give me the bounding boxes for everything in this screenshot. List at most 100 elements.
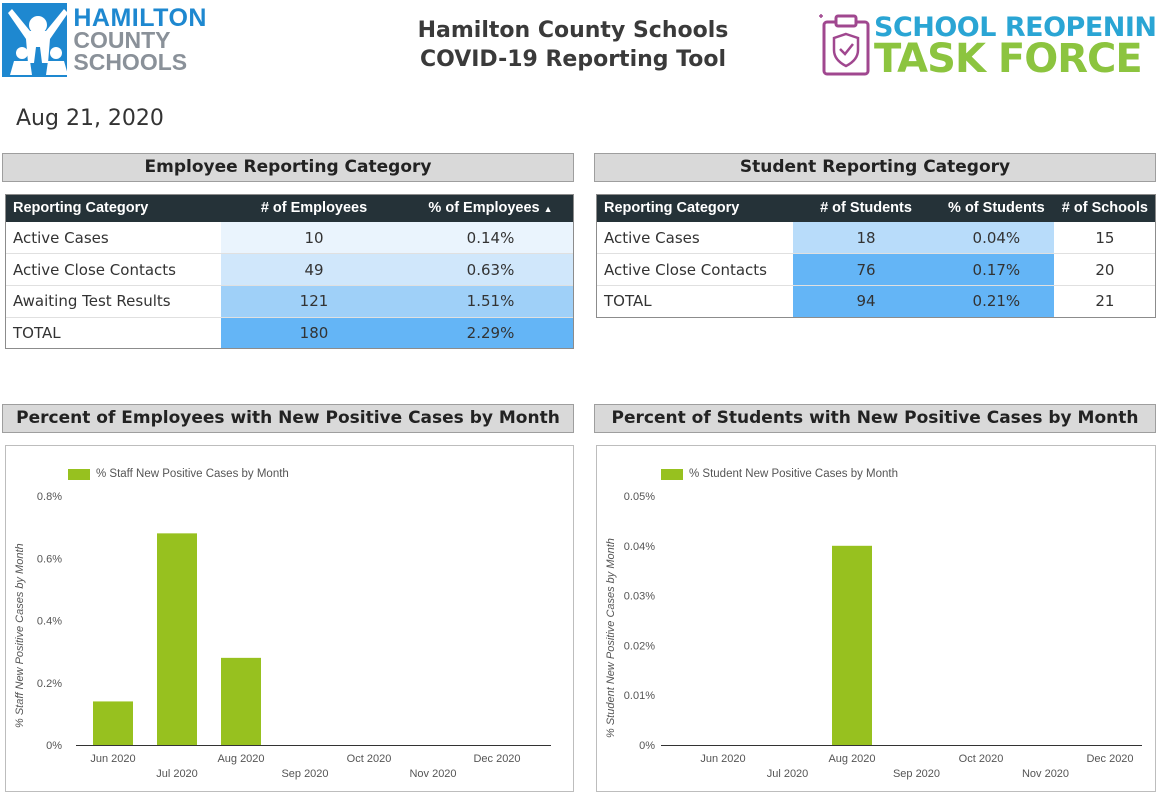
y-tick-label: 0.4%	[37, 616, 62, 628]
logo-line-county: COUNTY	[73, 27, 171, 54]
x-tick-label: Aug 2020	[217, 753, 264, 765]
task-force-logo-line2: TASK FORCE	[874, 36, 1143, 82]
x-tick-label: Nov 2020	[1022, 768, 1069, 780]
row-count: 94	[793, 285, 939, 318]
row-percent: 2.29%	[407, 317, 574, 350]
bar-aug-2020	[221, 657, 261, 745]
row-percent: 0.63%	[407, 253, 574, 286]
bar-jun-2020	[93, 701, 133, 745]
x-tick-label: Aug 2020	[828, 753, 875, 765]
y-tick-label: 0.04%	[624, 541, 655, 553]
column-header-category[interactable]: Reporting Category	[596, 194, 794, 222]
y-tick-label: 0.6%	[37, 553, 62, 565]
clipboard-shield-icon	[819, 14, 870, 76]
x-tick-label: Sep 2020	[893, 768, 940, 780]
row-category: Active Cases	[5, 222, 221, 255]
y-tick-label: 0.2%	[37, 678, 62, 690]
task-force-logo-line1: SCHOOL REOPENING	[874, 12, 1156, 43]
x-tick-label: Nov 2020	[409, 768, 456, 780]
page-title: Hamilton County Schools COVID-19 Reporti…	[380, 16, 766, 74]
y-tick-label: 0.05%	[624, 491, 655, 503]
employee-table-header-row: Reporting Category # of Employees % of E…	[5, 194, 574, 222]
column-header-percent-students[interactable]: % of Students	[938, 194, 1054, 222]
row-count: 180	[221, 317, 407, 350]
x-tick-label: Jul 2020	[156, 768, 198, 780]
x-tick-label: Oct 2020	[959, 753, 1004, 765]
student-table: Reporting Category # of Students % of St…	[596, 194, 1156, 318]
row-category: Active Close Contacts	[596, 253, 794, 286]
legend-label: % Staff New Positive Cases by Month	[96, 468, 289, 480]
row-percent: 0.21%	[938, 285, 1054, 318]
column-header-percent-employees[interactable]: % of Employees ▲	[407, 194, 574, 222]
logo-line-schools: SCHOOLS	[73, 48, 188, 75]
y-tick-label: 0.02%	[624, 640, 655, 652]
y-tick-label: 0.03%	[624, 591, 655, 603]
bar-aug-2020	[832, 545, 872, 745]
student-chart-legend: % Student New Positive Cases by Month	[661, 468, 898, 480]
table-row: Awaiting Test Results 121 1.51%	[5, 285, 574, 318]
row-count: 18	[793, 222, 939, 255]
table-row: TOTAL 94 0.21% 21	[596, 285, 1156, 318]
employee-chart: % Staff New Positive Cases by Month % St…	[5, 445, 574, 792]
row-schools: 21	[1053, 285, 1156, 318]
table-row: Active Close Contacts 76 0.17% 20	[596, 253, 1156, 286]
page-title-line1: Hamilton County Schools	[417, 18, 729, 43]
row-count: 76	[793, 253, 939, 286]
student-chart-plot: 0% 0.01% 0.02% 0.03% 0.04% 0.05% Jun 2020 Jul 2…	[624, 491, 1142, 780]
row-percent: 0.14%	[407, 222, 574, 255]
employee-section-title: Employee Reporting Category	[2, 153, 574, 182]
row-category: TOTAL	[5, 317, 221, 350]
student-section-title: Student Reporting Category	[594, 153, 1156, 182]
student-chart-title: Percent of Students with New Positive Ca…	[594, 404, 1156, 433]
legend-label: % Student New Positive Cases by Month	[689, 468, 899, 480]
hamilton-county-schools-logo: HAMILTON COUNTY SCHOOLS	[2, 2, 207, 78]
y-tick-label: 0.01%	[624, 690, 655, 702]
row-percent: 0.04%	[938, 222, 1054, 255]
legend-swatch	[68, 468, 90, 480]
task-force-logo: SCHOOL REOPENING TASK FORCE	[812, 8, 1156, 82]
employee-table: Reporting Category # of Employees % of E…	[5, 194, 574, 350]
x-tick-label: Sep 2020	[281, 768, 328, 780]
table-row: Active Cases 10 0.14%	[5, 222, 574, 255]
page-title-line2: COVID-19 Reporting Tool	[419, 47, 727, 72]
column-header-students[interactable]: # of Students	[793, 194, 939, 222]
table-row: TOTAL 180 2.29%	[5, 317, 574, 350]
column-header-schools[interactable]: # of Schools	[1053, 194, 1156, 222]
column-header-employees[interactable]: # of Employees	[221, 194, 407, 222]
table-row: Active Cases 18 0.04% 15	[596, 222, 1156, 255]
y-tick-label: 0%	[639, 740, 655, 752]
row-percent: 1.51%	[407, 285, 574, 318]
legend-swatch	[661, 468, 683, 480]
table-row: Active Close Contacts 49 0.63%	[5, 253, 574, 286]
sort-ascending-icon[interactable]: ▲	[543, 204, 553, 214]
row-percent: 0.17%	[938, 253, 1054, 286]
logo-badge	[2, 3, 68, 77]
employee-chart-plot: 0% 0.2% 0.4% 0.6% 0.8% Jun 2020 Jul 2020 Aug 20…	[37, 491, 551, 780]
bar-jul-2020	[157, 533, 197, 745]
row-category: Active Cases	[596, 222, 794, 255]
row-schools: 20	[1053, 253, 1156, 286]
row-count: 49	[221, 253, 407, 286]
x-tick-label: Dec 2020	[1086, 753, 1133, 765]
y-tick-label: 0.8%	[37, 491, 62, 503]
student-chart: % Student New Positive Cases by Month % …	[596, 445, 1156, 792]
row-category: TOTAL	[596, 285, 794, 318]
student-table-header-row: Reporting Category # of Students % of St…	[596, 194, 1156, 222]
children-silhouette-icon	[2, 3, 68, 77]
employee-chart-legend: % Staff New Positive Cases by Month	[68, 468, 289, 480]
x-tick-label: Jun 2020	[90, 753, 135, 765]
report-date: Aug 21, 2020	[16, 106, 164, 131]
column-header-category[interactable]: Reporting Category	[5, 194, 221, 222]
employee-table-border	[5, 194, 574, 349]
row-count: 121	[221, 285, 407, 318]
x-tick-label: Dec 2020	[473, 753, 520, 765]
y-tick-label: 0%	[46, 740, 62, 752]
x-tick-label: Jun 2020	[700, 753, 745, 765]
student-table-border	[596, 194, 1156, 318]
employee-chart-title: Percent of Employees with New Positive C…	[2, 404, 574, 433]
x-tick-label: Oct 2020	[347, 753, 392, 765]
row-category: Active Close Contacts	[5, 253, 221, 286]
row-category: Awaiting Test Results	[5, 285, 221, 318]
logo-line-hamilton: HAMILTON	[73, 4, 207, 33]
x-tick-label: Jul 2020	[767, 768, 809, 780]
